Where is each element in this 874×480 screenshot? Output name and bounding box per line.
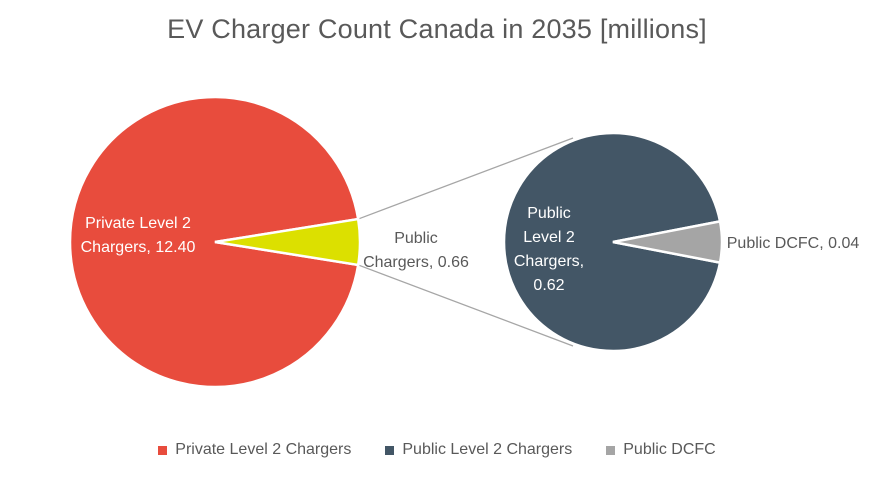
legend-item-public-level-2[interactable]: Public Level 2 Chargers <box>385 441 572 459</box>
connector-line-bottom <box>357 264 574 347</box>
label-private-level-2: Private Level 2 Chargers, 12.40 <box>81 215 196 256</box>
legend-swatch <box>606 445 616 455</box>
slice-private-level-2-chargers[interactable] <box>68 95 360 389</box>
legend: Private Level 2 Chargers Public Level 2 … <box>0 441 874 459</box>
slice-public-dcfc[interactable] <box>612 219 724 265</box>
label-public-dcfc: Public DCFC, 0.04 <box>727 235 860 252</box>
legend-label: Public Level 2 Chargers <box>402 441 573 458</box>
connector-lines <box>357 137 574 347</box>
slice-public-chargers[interactable] <box>214 217 362 267</box>
label-public-chargers: Public Chargers, 0.66 <box>363 230 469 271</box>
label-public-level-2: Public Level 2 Chargers, 0.62 <box>514 205 584 294</box>
secondary-pie <box>502 131 724 353</box>
legend-label: Private Level 2 Chargers <box>175 441 352 458</box>
slice-public-level-2-chargers[interactable] <box>502 131 722 353</box>
legend-label: Public DCFC <box>623 441 716 458</box>
main-pie <box>68 95 362 389</box>
chart-title: EV Charger Count Canada in 2035 [million… <box>167 14 707 44</box>
legend-swatch <box>385 445 395 455</box>
legend-swatch <box>158 445 168 455</box>
data-labels: Private Level 2 Chargers, 12.40 Public Char… <box>81 205 860 294</box>
connector-line-top <box>357 137 574 220</box>
legend-item-public-dcfc[interactable]: Public DCFC <box>606 441 716 459</box>
legend-item-private-level-2[interactable]: Private Level 2 Chargers <box>158 441 351 459</box>
